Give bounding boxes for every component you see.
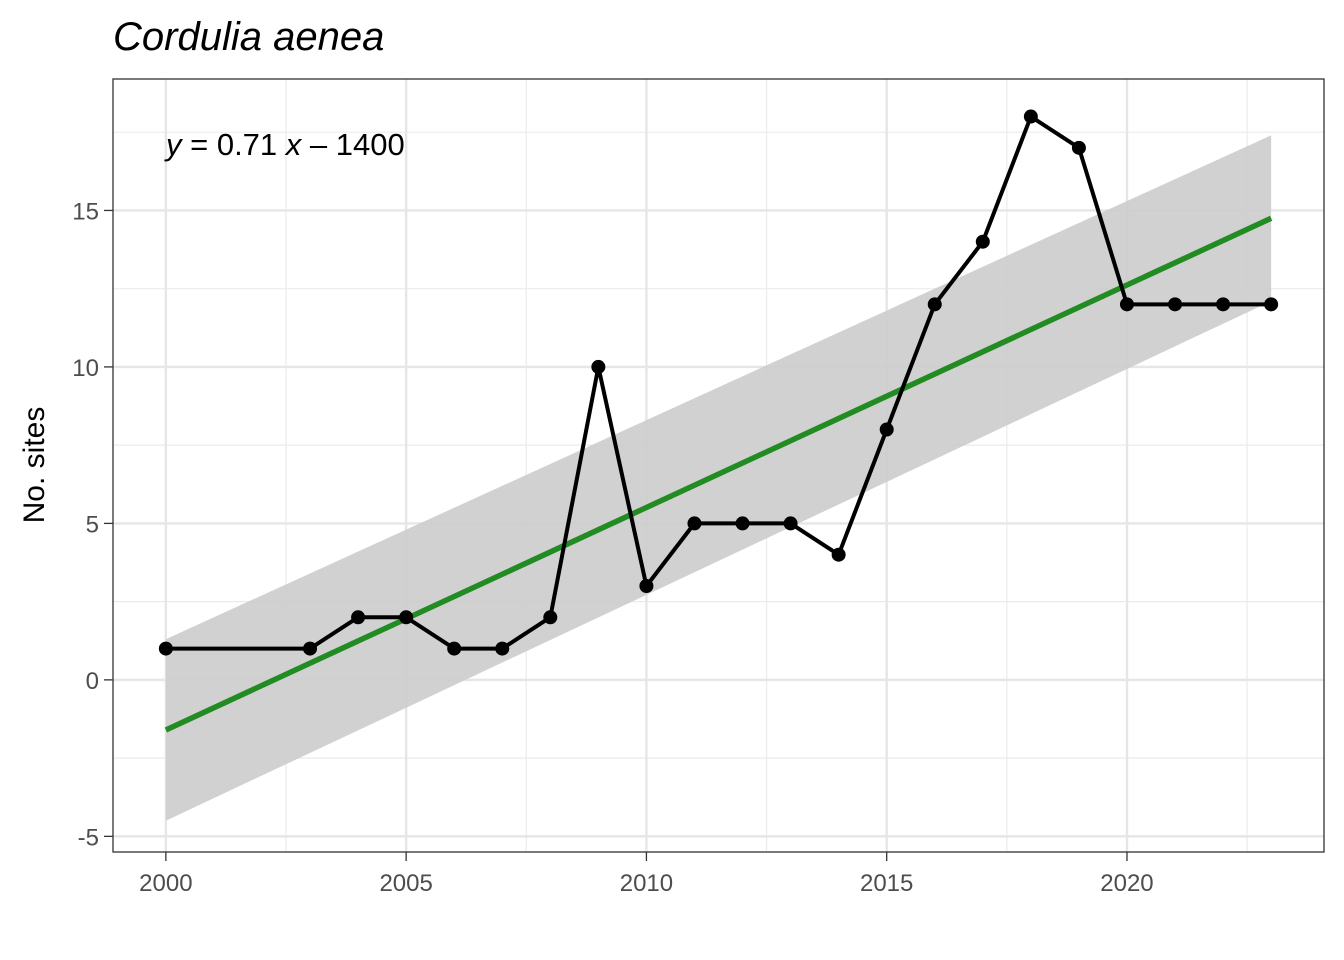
x-tick-label: 2020 — [1100, 870, 1153, 897]
chart-title: Cordulia aenea — [113, 15, 384, 59]
y-tick-label: 15 — [72, 198, 99, 225]
data-point — [1168, 297, 1183, 312]
regression-equation: y = 0.71 x – 1400 — [164, 127, 405, 162]
y-tick-label: 0 — [86, 668, 99, 695]
data-point — [351, 610, 366, 625]
series-line — [165, 114, 1272, 651]
data-point — [687, 516, 702, 531]
data-point — [158, 641, 173, 656]
equation-x-var: x — [284, 127, 303, 162]
x-tick-label: 2000 — [139, 870, 192, 897]
x-axis: 2000 2005 2010 2015 2020 — [139, 852, 1154, 897]
x-tick-label: 2015 — [860, 870, 913, 897]
x-tick-label: 2005 — [379, 870, 432, 897]
data-point — [1071, 140, 1086, 155]
y-tick-label: 10 — [72, 355, 99, 382]
data-point — [879, 422, 894, 437]
data-point — [735, 516, 750, 531]
data-point — [303, 641, 318, 656]
data-point — [927, 297, 942, 312]
data-point — [1264, 297, 1279, 312]
equation-tail: – 1400 — [301, 127, 404, 162]
y-axis-title: No. sites — [18, 407, 51, 524]
y-axis: -5 0 5 10 15 — [72, 198, 113, 851]
data-point — [399, 610, 414, 625]
confidence-band — [165, 135, 1272, 821]
data-point — [447, 641, 462, 656]
data-point — [1216, 297, 1231, 312]
data-point — [831, 547, 846, 562]
y-tick-label: -5 — [78, 824, 99, 851]
data-points — [158, 109, 1279, 656]
equation-y-var: y — [164, 127, 184, 162]
data-point — [1023, 109, 1038, 124]
data-point — [1119, 297, 1134, 312]
data-point — [639, 578, 654, 593]
data-point — [495, 641, 510, 656]
x-tick-label: 2010 — [620, 870, 673, 897]
y-tick-label: 5 — [86, 511, 99, 538]
equation-middle: = 0.71 — [182, 127, 286, 162]
data-point — [591, 359, 606, 374]
data-point — [975, 234, 990, 249]
data-point — [783, 516, 798, 531]
panel-border — [112, 78, 1325, 853]
data-point — [543, 610, 558, 625]
regression-line — [164, 215, 1273, 733]
